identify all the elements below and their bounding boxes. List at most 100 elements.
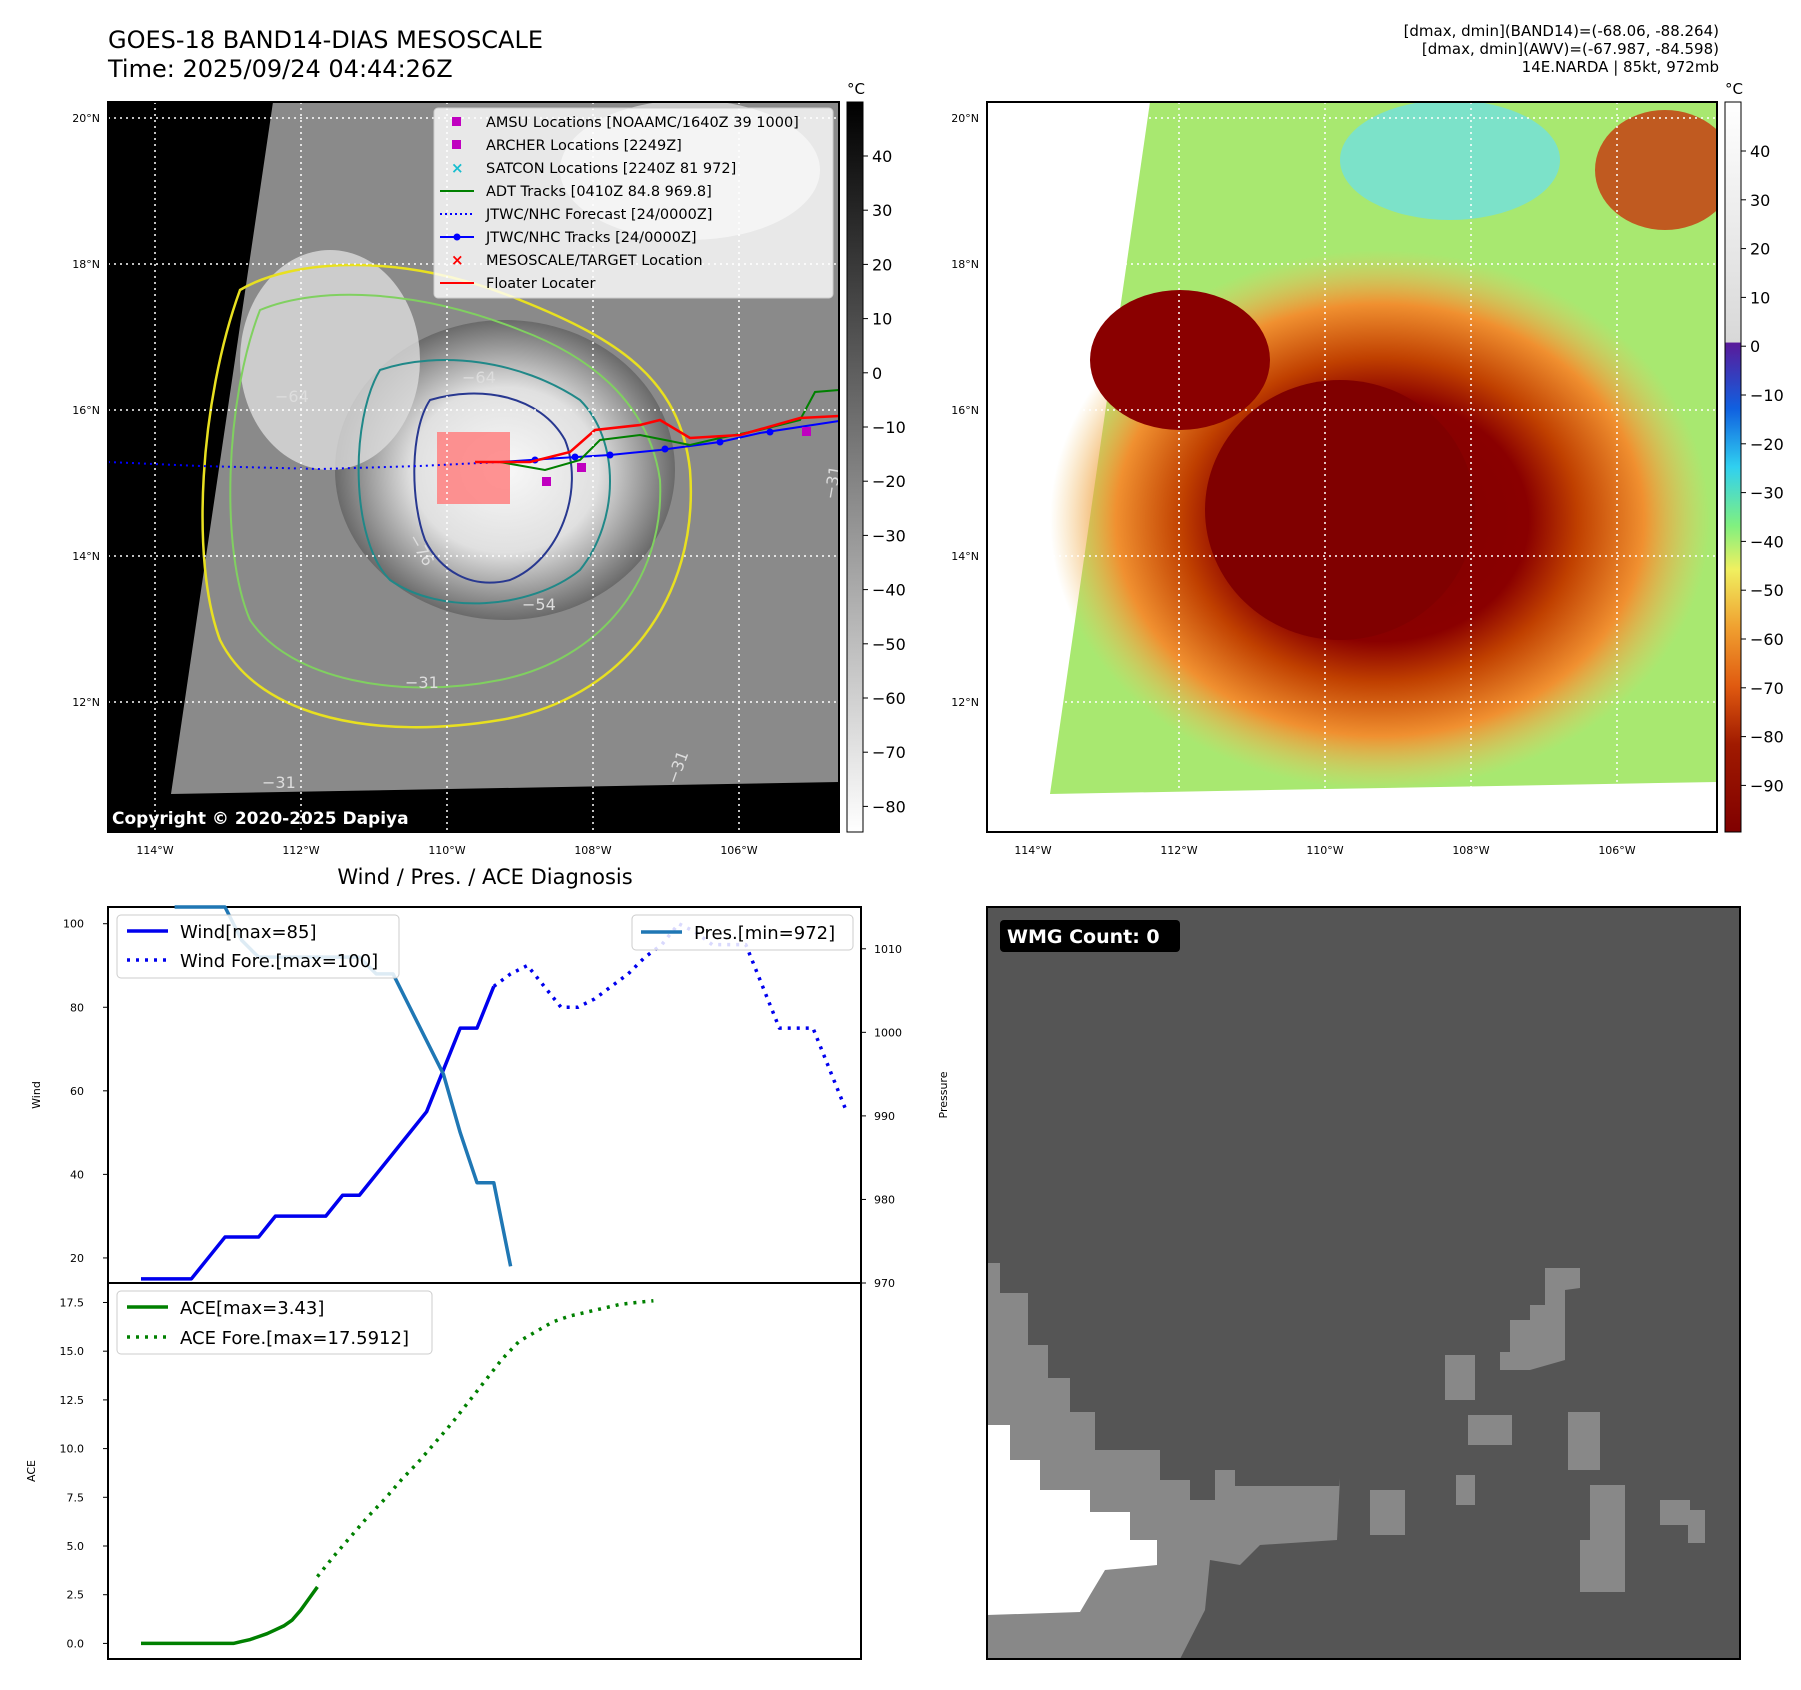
colorbar-tick-label: −60 <box>1750 630 1784 649</box>
contour-label: −31 <box>820 464 845 501</box>
colorbar-tick-label: 0 <box>1750 337 1760 356</box>
color-colorbar-ticks: 40 30 20 10 0 −10 −20 −30 −40 −50 −60 −70 −80 −90 <box>1741 142 1784 795</box>
track-point <box>661 445 669 453</box>
lon-tick-label: 114°W <box>136 844 173 857</box>
wmg-region <box>987 1425 1157 1615</box>
wind-legend: Wind[max=85] Wind Fore.[max=100] <box>116 914 400 979</box>
wmg-region <box>1468 1415 1512 1445</box>
colorbar-tick-label: −20 <box>872 472 906 491</box>
lon-tick-label: 108°W <box>1452 844 1489 857</box>
lat-tick-label: 12°N <box>951 696 979 709</box>
contour-label: −31 <box>262 773 296 792</box>
colorbar-unit: °C <box>1725 80 1743 98</box>
map-frame <box>107 101 840 833</box>
title-line-2: Time: 2025/09/24 04:44:26Z <box>108 55 453 83</box>
y-tick-label: 990 <box>874 1110 895 1123</box>
legend-box <box>631 914 854 951</box>
legend-label: Wind[max=85] <box>180 922 317 943</box>
wmg-region <box>1568 1412 1600 1470</box>
wmg-region <box>1500 1268 1580 1370</box>
legend-label: ADT Tracks [0410Z 84.8 969.8] <box>486 184 712 200</box>
wmg-count-badge <box>1000 920 1180 952</box>
wmg-region <box>1580 1485 1625 1592</box>
y-tick-label: 0.0 <box>67 1637 85 1650</box>
legend-label: MESOSCALE/TARGET Location <box>486 253 703 269</box>
ace-axes <box>107 1282 862 1660</box>
y-tick-label: 40 <box>70 1168 84 1181</box>
colorbar-tick-label: 40 <box>1750 142 1770 161</box>
gray-colorbar <box>846 101 864 833</box>
pressure-axis-label: Pressure <box>937 1071 950 1118</box>
legend-box <box>116 1290 433 1355</box>
contour-minus64 <box>357 359 611 605</box>
contour-label: −31 <box>405 673 439 692</box>
cold-cloud-west <box>1090 290 1270 430</box>
lon-tick-label: 110°W <box>428 844 465 857</box>
forecast-track <box>108 461 501 471</box>
color-colorbar <box>1724 101 1742 833</box>
diagnosis-title: Wind / Pres. / ACE Diagnosis <box>337 865 632 889</box>
diagnosis-lines <box>141 905 849 1646</box>
y-tick-label: 970 <box>874 1277 895 1290</box>
wmg-region <box>1445 1355 1475 1400</box>
contour-label: −64 <box>462 368 496 387</box>
colorbar-tick-label: 10 <box>1750 288 1770 307</box>
jtwc-track <box>499 420 839 463</box>
y-tick-label: 1000 <box>874 1026 902 1039</box>
wmg-region <box>1456 1475 1475 1505</box>
colorbar-tick-label: −70 <box>1750 679 1784 698</box>
colorbar-tick-label: −10 <box>872 418 906 437</box>
target-x-icon: × <box>451 251 464 269</box>
colorbar-tick-label: 30 <box>1750 191 1770 210</box>
wind-axis-label: Wind <box>30 1081 43 1109</box>
y-tick-label: 80 <box>70 1001 84 1014</box>
lat-tick-label: 18°N <box>951 258 979 271</box>
colorbar-tick-label: 40 <box>872 147 892 166</box>
intensity-info: [dmax, dmin](BAND14)=(-68.06, -88.264) [… <box>1119 22 1719 76</box>
ace-axis-label: ACE <box>25 1460 38 1482</box>
satcon-x-icon: × <box>451 159 464 177</box>
awv-map-panel: °C 40 30 20 10 0 −10 −20 −30 −40 −50 −60 −70 −80 −90 <box>986 80 1784 833</box>
lon-tick-label: 112°W <box>282 844 319 857</box>
y-tick-label: 12.5 <box>60 1394 85 1407</box>
lon-tick-label: 106°W <box>1598 844 1635 857</box>
series-line-0 <box>141 985 496 1281</box>
lat-tick-label: 16°N <box>72 404 100 417</box>
colorbar-tick-label: −30 <box>872 526 906 545</box>
colorbar-tick-label: −80 <box>1750 728 1784 747</box>
legend-label: Floater Locater <box>486 276 595 292</box>
wmg-frame <box>986 906 1741 1660</box>
colorbar-tick-label: −10 <box>1750 386 1784 405</box>
wmg-region <box>1660 1500 1705 1543</box>
track-point <box>571 453 579 461</box>
legend-label: SATCON Locations [2240Z 81 972] <box>486 161 736 177</box>
colorbar-tick-label: −50 <box>872 635 906 654</box>
y-tick-label: 5.0 <box>67 1540 85 1553</box>
y-tick-label: 20 <box>70 1252 84 1265</box>
title-line-1: GOES-18 BAND14-DIAS MESOSCALE <box>108 26 544 54</box>
cold-cloud-north <box>1595 110 1717 230</box>
lat-tick-label: 18°N <box>72 258 100 271</box>
map-frame <box>986 101 1718 833</box>
series-line-0 <box>492 921 849 1113</box>
archer-marker-icon <box>452 140 461 149</box>
colorbar-unit: °C <box>847 80 865 98</box>
y-tick-label: 15.0 <box>60 1345 85 1358</box>
gray-colorbar-ticks: 40 30 20 10 0 −10 −20 −30 −40 −50 −60 −70 −80 <box>863 147 906 816</box>
lat-tick-label: 14°N <box>72 550 100 563</box>
moist-region <box>1340 102 1560 220</box>
map-gridlines <box>987 102 1717 832</box>
archer-marker <box>577 463 586 472</box>
archer-marker <box>802 427 811 436</box>
pressure-legend: Pres.[min=972] <box>631 914 854 951</box>
colorbar-tick-label: −60 <box>872 689 906 708</box>
chart-title: GOES-18 BAND14-DIAS MESOSCALE Time: 2025… <box>108 26 543 84</box>
legend-label: Pres.[min=972] <box>694 923 835 944</box>
legend-label: ACE Fore.[max=17.5912] <box>180 1328 409 1349</box>
y-tick-label: 10.0 <box>60 1443 85 1456</box>
copyright-text: Copyright © 2020-2025 Dapiya <box>112 809 409 829</box>
archer-marker <box>542 477 551 486</box>
colorbar-tick-label: −30 <box>1750 484 1784 503</box>
lat-tick-label: 20°N <box>72 112 100 125</box>
